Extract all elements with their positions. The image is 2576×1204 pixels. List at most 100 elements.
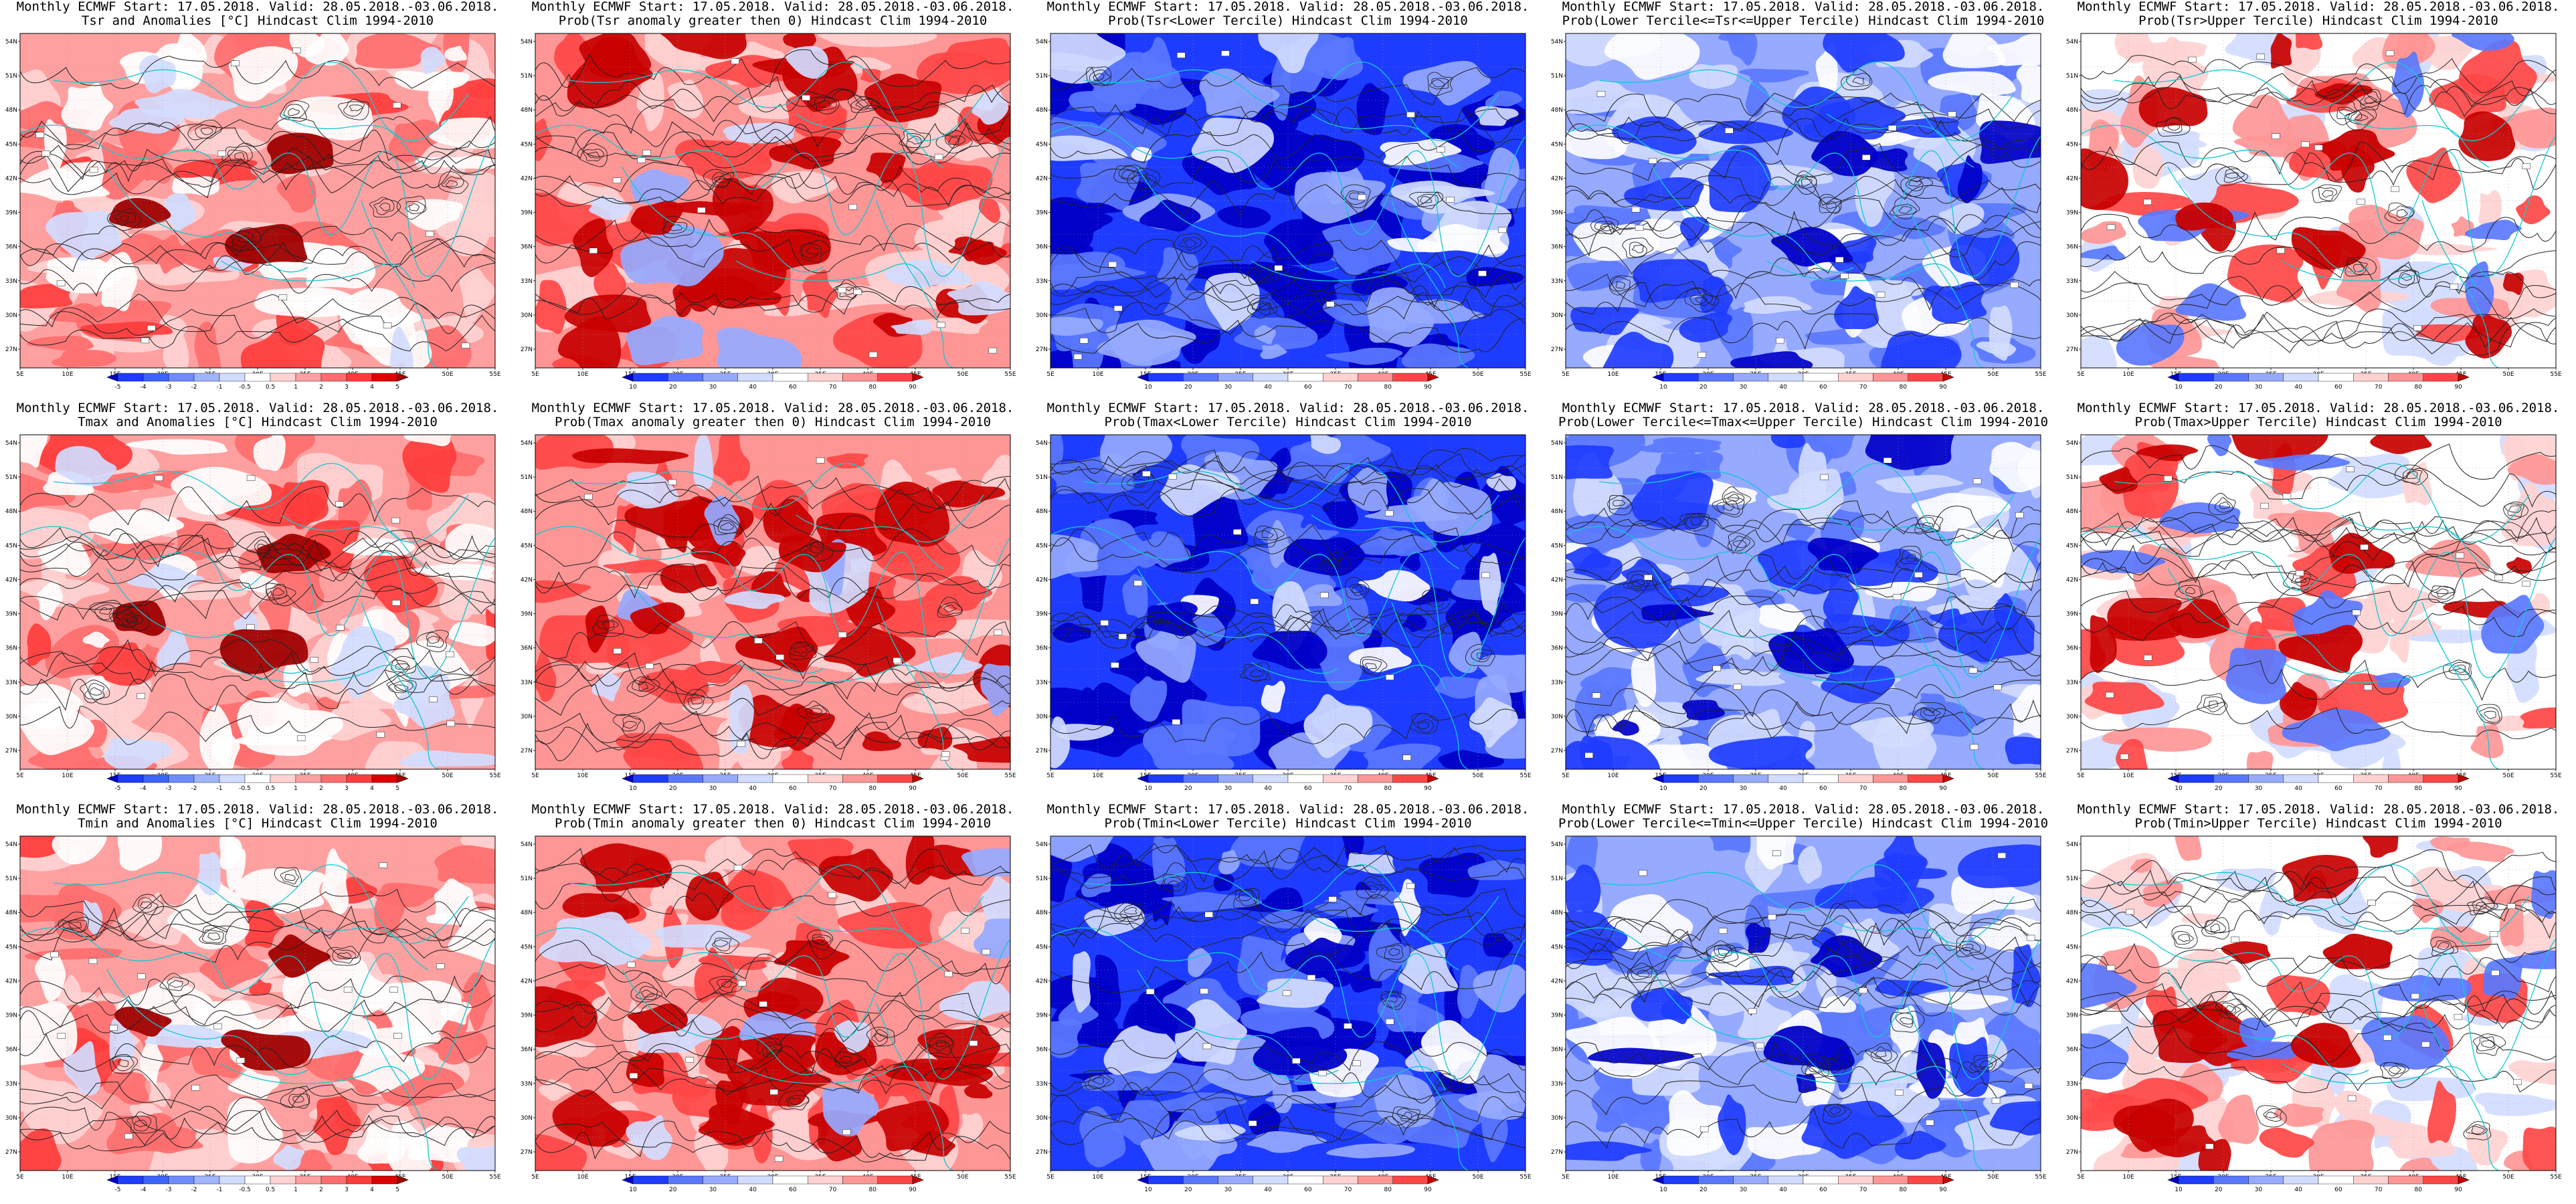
y-tick-label: 45N bbox=[521, 141, 533, 148]
contour-label bbox=[191, 1084, 200, 1091]
shaded-region bbox=[1639, 437, 1722, 453]
contour-loop bbox=[2394, 464, 2428, 486]
colorbar-segment bbox=[1253, 373, 1289, 382]
colorbar-tick-label: 30 bbox=[2255, 1187, 2263, 1193]
shaded-region bbox=[420, 46, 446, 74]
contour-line bbox=[2081, 141, 2556, 181]
contour-loop bbox=[1413, 719, 1435, 733]
contour-loop bbox=[283, 104, 305, 119]
colorbar-tick-label: 40 bbox=[1264, 384, 1272, 391]
shaded-region bbox=[685, 872, 735, 921]
shaded-region bbox=[1050, 688, 1091, 718]
contour-label bbox=[2347, 1095, 2357, 1102]
contour-line bbox=[1050, 104, 1526, 136]
contour-line bbox=[1050, 845, 1526, 883]
shaded-region bbox=[1708, 736, 1815, 769]
y-tick-label: 30N bbox=[1551, 312, 1563, 319]
contour-loop bbox=[118, 215, 129, 222]
shaded-region bbox=[1745, 922, 1771, 954]
panel-title-line1: Monthly ECMWF Start: 17.05.2018. Valid: … bbox=[2077, 401, 2560, 415]
contour-line bbox=[2081, 994, 2556, 1032]
shaded-region bbox=[1928, 903, 1972, 950]
shaded-region bbox=[1184, 611, 1226, 646]
contour-loop bbox=[438, 171, 468, 195]
shaded-region bbox=[2175, 283, 2247, 321]
panel-title-line2: Prob(Tsr<Lower Tercile) Hindcast Clim 19… bbox=[1108, 13, 1468, 28]
contour-line bbox=[20, 116, 495, 152]
shaded-region bbox=[2246, 750, 2274, 769]
shaded-region bbox=[879, 595, 957, 638]
shaded-region bbox=[1438, 750, 1505, 769]
contour-line bbox=[535, 1041, 1010, 1078]
y-tick-label: 51N bbox=[521, 474, 533, 481]
contour-loop bbox=[1252, 301, 1272, 316]
shaded-region bbox=[1254, 325, 1276, 345]
contour-loop bbox=[1172, 233, 1208, 254]
contour-line bbox=[20, 165, 495, 199]
y-tick-label: 33N bbox=[521, 278, 533, 285]
contour-line bbox=[1566, 1108, 2041, 1149]
contour-label bbox=[50, 951, 59, 958]
contour-loop bbox=[2388, 265, 2420, 288]
shaded-region bbox=[1469, 1054, 1526, 1120]
contour-label bbox=[1584, 752, 1594, 759]
contour-line bbox=[20, 706, 495, 745]
shaded-region bbox=[1050, 836, 1114, 862]
contour-loop bbox=[1409, 191, 1444, 209]
coastline bbox=[2114, 62, 2530, 141]
contour-loop bbox=[1896, 546, 1923, 571]
shaded-region bbox=[1818, 995, 1857, 1013]
shaded-region bbox=[2375, 619, 2442, 637]
coastline bbox=[106, 167, 308, 273]
shaded-region bbox=[705, 836, 753, 872]
shaded-region bbox=[1875, 979, 1948, 997]
contour-loop bbox=[1718, 948, 1730, 957]
colorbar-tick-label: -4 bbox=[141, 1187, 147, 1193]
shaded-region bbox=[1050, 316, 1103, 336]
shaded-region bbox=[2464, 219, 2522, 241]
shaded-region bbox=[1268, 732, 1351, 769]
contour-line bbox=[20, 122, 495, 162]
colorbar-segment bbox=[1803, 1175, 1839, 1185]
colorbar-segment bbox=[668, 774, 703, 783]
shaded-region bbox=[1604, 33, 1700, 80]
shaded-region bbox=[2474, 1092, 2556, 1116]
map-plot: 5E10E15E20E25E30E35E40E45E50E55E54N51N48… bbox=[5, 434, 501, 792]
x-tick-label: 5E bbox=[531, 773, 539, 779]
shaded-region bbox=[1401, 343, 1475, 368]
shaded-region bbox=[802, 269, 838, 318]
y-tick-label: 45N bbox=[1551, 542, 1563, 549]
forecast-panel: Monthly ECMWF Start: 17.05.2018. Valid: … bbox=[0, 803, 515, 1204]
shaded-region bbox=[445, 171, 495, 237]
contour-label bbox=[1748, 1008, 1757, 1015]
y-tick-label: 39N bbox=[1551, 1013, 1563, 1019]
x-tick-label: 10E bbox=[1607, 371, 1619, 378]
shaded-region bbox=[1949, 235, 2020, 288]
colorbar-arrow-high bbox=[912, 774, 924, 783]
coastline bbox=[1906, 1003, 2001, 1171]
shaded-region bbox=[398, 750, 495, 767]
contour-label bbox=[1993, 684, 2002, 690]
colorbar-segment bbox=[295, 1175, 322, 1185]
contour-loop bbox=[1959, 940, 1981, 956]
shaded-region bbox=[140, 1031, 163, 1086]
contour-loop bbox=[1427, 72, 1453, 96]
y-tick-label: 48N bbox=[1551, 107, 1563, 114]
shaded-region bbox=[434, 878, 480, 922]
shaded-region bbox=[1726, 33, 1758, 66]
contour-line bbox=[1566, 516, 2041, 546]
colorbar-segment bbox=[295, 774, 322, 783]
contour-label bbox=[1772, 850, 1781, 856]
shaded-region bbox=[1923, 991, 2009, 1010]
contour-label bbox=[56, 280, 66, 286]
contour-loop bbox=[1622, 237, 1654, 259]
shaded-region bbox=[1957, 155, 1983, 203]
y-tick-label: 36N bbox=[521, 1047, 533, 1054]
contour-loop bbox=[1969, 1054, 2004, 1073]
contour-loop bbox=[855, 100, 869, 109]
contour-label bbox=[1145, 989, 1155, 995]
y-tick-label: 30N bbox=[5, 714, 17, 720]
shaded-region bbox=[974, 918, 1010, 959]
shaded-region bbox=[1770, 435, 1805, 449]
colorbar-tick-label: 70 bbox=[2375, 1187, 2383, 1193]
